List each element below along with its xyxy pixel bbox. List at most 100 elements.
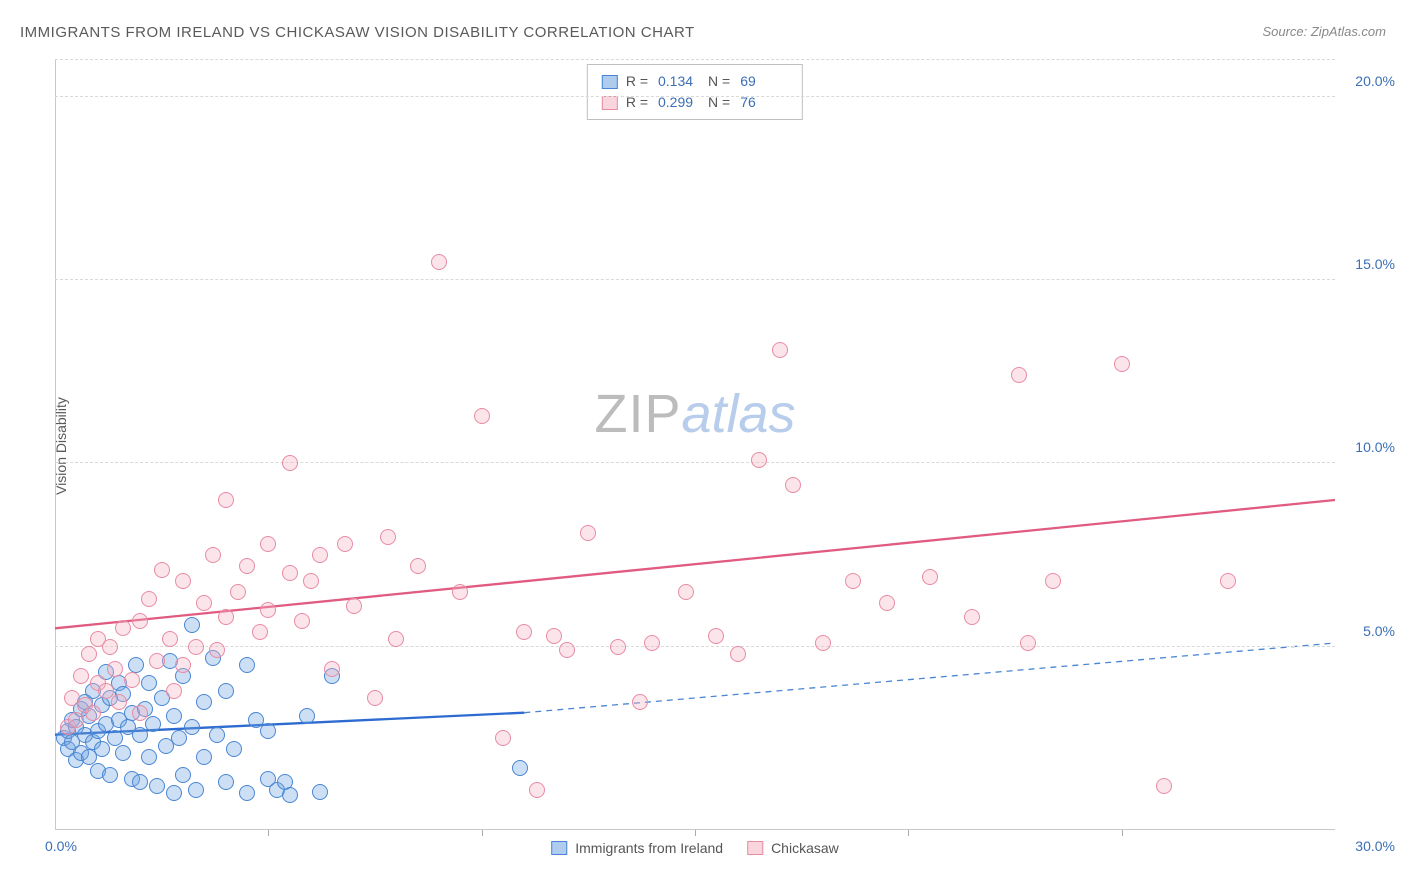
scatter-point-chickasaw [380,529,396,545]
scatter-point-ireland [132,727,148,743]
scatter-point-chickasaw [260,602,276,618]
scatter-point-ireland [226,741,242,757]
scatter-point-chickasaw [312,547,328,563]
scatter-point-ireland [107,730,123,746]
scatter-point-ireland [312,784,328,800]
scatter-point-chickasaw [529,782,545,798]
scatter-point-chickasaw [546,628,562,644]
scatter-point-chickasaw [845,573,861,589]
x-tick [908,830,909,836]
scatter-point-ireland [175,767,191,783]
scatter-point-ireland [512,760,528,776]
scatter-point-chickasaw [964,609,980,625]
watermark: ZIPatlas [594,383,795,445]
gridline-h [55,462,1335,463]
scatter-point-chickasaw [102,639,118,655]
stats-legend-row-ireland: R = 0.134 N = 69 [602,71,782,92]
scatter-point-chickasaw [115,620,131,636]
legend-R-value-ireland: 0.134 [658,71,700,92]
legend-swatch-ireland [551,841,567,855]
scatter-point-chickasaw [252,624,268,640]
legend-R-label: R = [626,71,648,92]
scatter-point-chickasaw [708,628,724,644]
scatter-point-chickasaw [388,631,404,647]
stats-legend: R = 0.134 N = 69 R = 0.299 N = 76 [587,64,803,120]
scatter-point-chickasaw [410,558,426,574]
scatter-point-chickasaw [81,646,97,662]
scatter-point-ireland [218,683,234,699]
scatter-point-chickasaw [324,661,340,677]
scatter-point-ireland [188,782,204,798]
scatter-point-chickasaw [124,672,140,688]
scatter-point-chickasaw [1011,367,1027,383]
scatter-point-chickasaw [610,639,626,655]
scatter-point-ireland [196,749,212,765]
chart-plot-area: ZIPatlas R = 0.134 N = 69 R = 0.299 N = … [55,60,1335,830]
y-tick-label: 15.0% [1340,256,1395,272]
scatter-point-chickasaw [68,712,84,728]
scatter-point-chickasaw [751,452,767,468]
scatter-point-chickasaw [644,635,660,651]
scatter-point-chickasaw [218,492,234,508]
scatter-point-ireland [166,785,182,801]
scatter-point-chickasaw [632,694,648,710]
scatter-point-ireland [239,657,255,673]
scatter-point-chickasaw [303,573,319,589]
scatter-point-chickasaw [73,668,89,684]
scatter-point-chickasaw [431,254,447,270]
watermark-part2: atlas [681,384,795,444]
scatter-point-ireland [184,719,200,735]
trend-lines-layer [55,60,1335,830]
scatter-point-chickasaw [1156,778,1172,794]
scatter-point-chickasaw [205,547,221,563]
scatter-point-chickasaw [175,657,191,673]
scatter-point-chickasaw [495,730,511,746]
scatter-point-ireland [239,785,255,801]
scatter-point-ireland [102,767,118,783]
series-legend: Immigrants from Ireland Chickasaw [551,840,839,856]
scatter-point-ireland [299,708,315,724]
scatter-point-chickasaw [1220,573,1236,589]
scatter-point-ireland [184,617,200,633]
scatter-point-chickasaw [141,591,157,607]
scatter-point-chickasaw [294,613,310,629]
scatter-point-chickasaw [516,624,532,640]
chart-title: IMMIGRANTS FROM IRELAND VS CHICKASAW VIS… [20,24,695,41]
scatter-point-chickasaw [282,565,298,581]
source-name: ZipAtlas.com [1311,24,1386,39]
legend-swatch-chickasaw [602,96,618,110]
series-label-ireland: Immigrants from Ireland [575,840,723,856]
source-prefix: Source: [1262,24,1310,39]
x-axis-max-label: 30.0% [1340,838,1395,854]
scatter-point-ireland [132,774,148,790]
scatter-point-ireland [209,727,225,743]
scatter-point-chickasaw [367,690,383,706]
scatter-point-chickasaw [230,584,246,600]
scatter-point-chickasaw [260,536,276,552]
scatter-point-chickasaw [580,525,596,541]
x-tick [482,830,483,836]
series-legend-item-ireland: Immigrants from Ireland [551,840,723,856]
scatter-point-chickasaw [149,653,165,669]
gridline-h [55,96,1335,97]
legend-swatch-ireland [602,75,618,89]
scatter-point-chickasaw [166,683,182,699]
x-tick [1122,830,1123,836]
legend-N-value-ireland: 69 [740,71,782,92]
scatter-point-ireland [282,787,298,803]
source-attribution: Source: ZipAtlas.com [1262,24,1386,39]
scatter-point-chickasaw [879,595,895,611]
scatter-point-chickasaw [132,613,148,629]
scatter-point-chickasaw [1045,573,1061,589]
scatter-point-ireland [218,774,234,790]
y-tick-label: 20.0% [1340,73,1395,89]
scatter-point-chickasaw [337,536,353,552]
scatter-point-chickasaw [559,642,575,658]
scatter-point-chickasaw [85,705,101,721]
scatter-point-ireland [171,730,187,746]
scatter-point-chickasaw [678,584,694,600]
scatter-point-ireland [94,741,110,757]
y-tick-label: 5.0% [1340,623,1395,639]
scatter-point-chickasaw [132,705,148,721]
gridline-h [55,59,1335,60]
